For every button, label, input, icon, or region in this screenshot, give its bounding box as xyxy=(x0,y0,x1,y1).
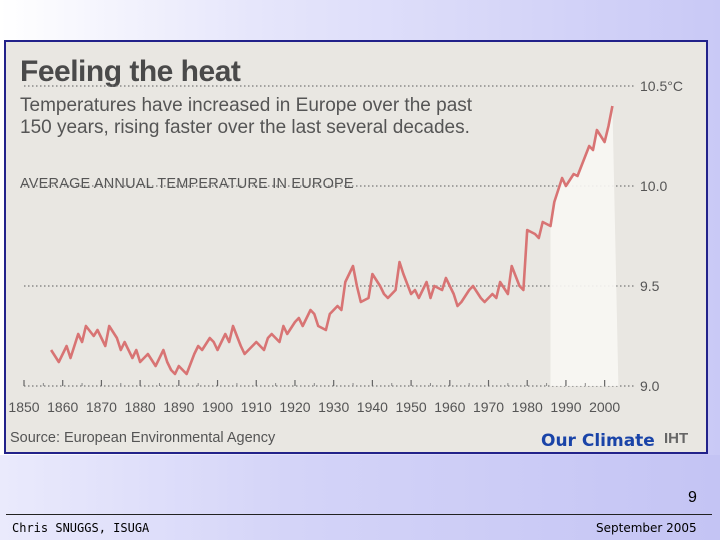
chart-source: Source: European Environmental Agency xyxy=(10,430,276,446)
x-tick-label: 1970 xyxy=(473,399,504,415)
chart-subtitle: Temperatures have increased in Europe ov… xyxy=(20,95,473,138)
footer-date: September 2005 xyxy=(596,521,697,535)
x-tick-label: 1980 xyxy=(512,399,543,415)
chart-credit: IHT xyxy=(664,430,689,447)
chart-tick-labels: 10.5°C 10.0 9.5 9.0 1850 1860 1870 1880 1890 1900… xyxy=(8,78,683,415)
x-tick-label: 1920 xyxy=(279,399,310,415)
chart-gridlines xyxy=(24,85,636,387)
x-tick-label: 1990 xyxy=(550,399,581,415)
x-tick-label: 1870 xyxy=(86,399,117,415)
chart-title: Feeling the heat xyxy=(20,55,241,88)
recent-warming-highlight xyxy=(550,104,619,386)
x-tick-label: 1880 xyxy=(125,399,156,415)
footer-divider xyxy=(6,514,712,515)
x-tick-label: 1910 xyxy=(241,399,272,415)
footer-author: Chris SNUGGS, ISUGA xyxy=(12,521,150,535)
slide-background-band xyxy=(0,455,720,540)
x-tick-label: 1960 xyxy=(434,399,465,415)
x-tick-label: 1940 xyxy=(357,399,388,415)
chart-x-axis xyxy=(23,380,606,386)
x-tick-label: 1850 xyxy=(8,399,39,415)
chart-highlight xyxy=(550,104,619,386)
chart-series-line xyxy=(50,105,614,376)
chart-image-frame: Feeling the heat Temperatures have incre… xyxy=(4,40,708,454)
x-tick-label: 2000 xyxy=(589,399,620,415)
chart-series-label: AVERAGE ANNUAL TEMPERATURE IN EUROPE xyxy=(20,176,354,192)
x-tick-label: 1930 xyxy=(318,399,349,415)
x-tick-label: 1890 xyxy=(163,399,194,415)
x-tick-label: 1950 xyxy=(396,399,427,415)
page-number: 9 xyxy=(688,489,697,506)
y-tick-label: 10.0 xyxy=(640,178,667,194)
temperature-series-line xyxy=(50,105,614,376)
x-tick-label: 1900 xyxy=(202,399,233,415)
y-tick-label: 9.5 xyxy=(640,278,660,294)
chart-plot: 10.5°C 10.0 9.5 9.0 1850 1860 1870 1880 1890 1900… xyxy=(8,78,683,415)
section-overlay-label: Our Climate xyxy=(541,431,655,451)
x-tick-label: 1860 xyxy=(47,399,78,415)
y-tick-label: 10.5°C xyxy=(640,78,683,94)
y-tick-label: 9.0 xyxy=(640,378,660,394)
